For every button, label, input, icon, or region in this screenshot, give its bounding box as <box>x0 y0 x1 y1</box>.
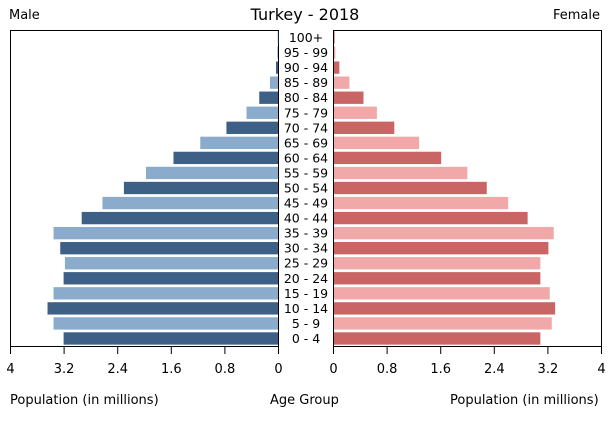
female-bar <box>334 46 336 59</box>
female-bar <box>334 136 420 150</box>
male-bar <box>102 196 279 210</box>
right-tick-label: 2.4 <box>484 362 505 377</box>
female-bar <box>334 31 335 44</box>
male-bar <box>64 257 278 270</box>
left-tick-label: 4 <box>6 362 14 377</box>
age-group-label: 95 - 99 <box>284 45 328 60</box>
right-tick-label: 4 <box>597 362 605 377</box>
female-bar <box>334 61 340 74</box>
age-group-label: 65 - 69 <box>284 135 328 150</box>
age-group-label: 35 - 39 <box>284 226 328 241</box>
male-bar <box>246 106 278 119</box>
age-group-label: 70 - 74 <box>284 120 328 135</box>
right-tick-label: 3.2 <box>538 362 559 377</box>
female-bar <box>334 106 377 119</box>
age-group-label: 40 - 44 <box>284 211 328 226</box>
age-group-label: 5 - 9 <box>292 316 320 331</box>
left-tick-label: 1.6 <box>161 362 182 377</box>
left-tick-label: 0 <box>274 362 282 377</box>
male-bar <box>81 211 278 225</box>
female-bar <box>334 332 541 345</box>
age-group-label: 20 - 24 <box>284 271 328 286</box>
right-tick-label: 0 <box>329 362 337 377</box>
age-group-label: 0 - 4 <box>292 331 320 346</box>
male-bar <box>259 91 278 104</box>
female-bar <box>334 226 554 240</box>
left-tick-label: 0.8 <box>215 362 236 377</box>
male-bar <box>53 287 278 300</box>
male-bar <box>60 242 278 255</box>
age-group-label: 80 - 84 <box>284 90 328 105</box>
male-bar <box>200 136 278 150</box>
male-bar <box>277 46 278 59</box>
male-bar <box>53 226 278 240</box>
male-bar <box>63 272 278 285</box>
female-bar <box>334 287 550 300</box>
age-group-label: 25 - 29 <box>284 256 328 271</box>
left-tick-label: 3.2 <box>54 362 75 377</box>
age-group-label: 75 - 79 <box>284 105 328 120</box>
female-bar <box>334 121 395 134</box>
age-group-label: 55 - 59 <box>284 165 328 180</box>
male-bar <box>53 317 278 330</box>
male-bar <box>63 332 278 345</box>
chart-title: Turkey - 2018 <box>250 5 360 24</box>
female-bar <box>334 181 487 195</box>
left-tick-label: 2.4 <box>107 362 128 377</box>
age-group-label: 45 - 49 <box>284 196 328 211</box>
right-tick-label: 1.6 <box>430 362 451 377</box>
age-group-label: 50 - 54 <box>284 181 328 196</box>
male-bar <box>275 61 278 74</box>
female-bar <box>334 76 350 89</box>
female-bar <box>334 91 364 104</box>
female-bar <box>334 151 442 165</box>
female-bar <box>334 317 552 330</box>
age-group-label: 85 - 89 <box>284 75 328 90</box>
age-group-label: 30 - 34 <box>284 241 328 256</box>
female-bar <box>334 166 468 180</box>
x-axis-label-right: Population (in millions) <box>450 393 599 408</box>
age-group-label: 15 - 19 <box>284 286 328 301</box>
right-panel-frame <box>333 30 602 347</box>
female-bar <box>334 242 549 255</box>
right-tick-label: 0.8 <box>377 362 398 377</box>
male-label: Male <box>9 8 40 23</box>
female-bar <box>334 211 528 225</box>
male-bar <box>226 121 278 134</box>
left-panel-frame <box>10 30 279 347</box>
age-group-label: 60 - 64 <box>284 150 328 165</box>
x-axis-label-left: Population (in millions) <box>10 393 159 408</box>
male-bar <box>123 181 279 195</box>
male-bar <box>173 151 278 165</box>
female-bar <box>334 257 541 270</box>
female-bar <box>334 272 541 285</box>
male-bar <box>277 31 279 44</box>
age-group-label: 90 - 94 <box>284 60 328 75</box>
age-group-label: 100+ <box>289 30 323 45</box>
female-label: Female <box>552 8 600 23</box>
female-bar <box>334 302 556 315</box>
female-bar <box>334 196 509 210</box>
x-axis-label-center: Age Group <box>270 393 339 408</box>
male-bar <box>269 76 278 89</box>
male-bar <box>146 166 278 180</box>
age-group-label: 10 - 14 <box>284 301 328 316</box>
male-bar <box>47 302 278 315</box>
